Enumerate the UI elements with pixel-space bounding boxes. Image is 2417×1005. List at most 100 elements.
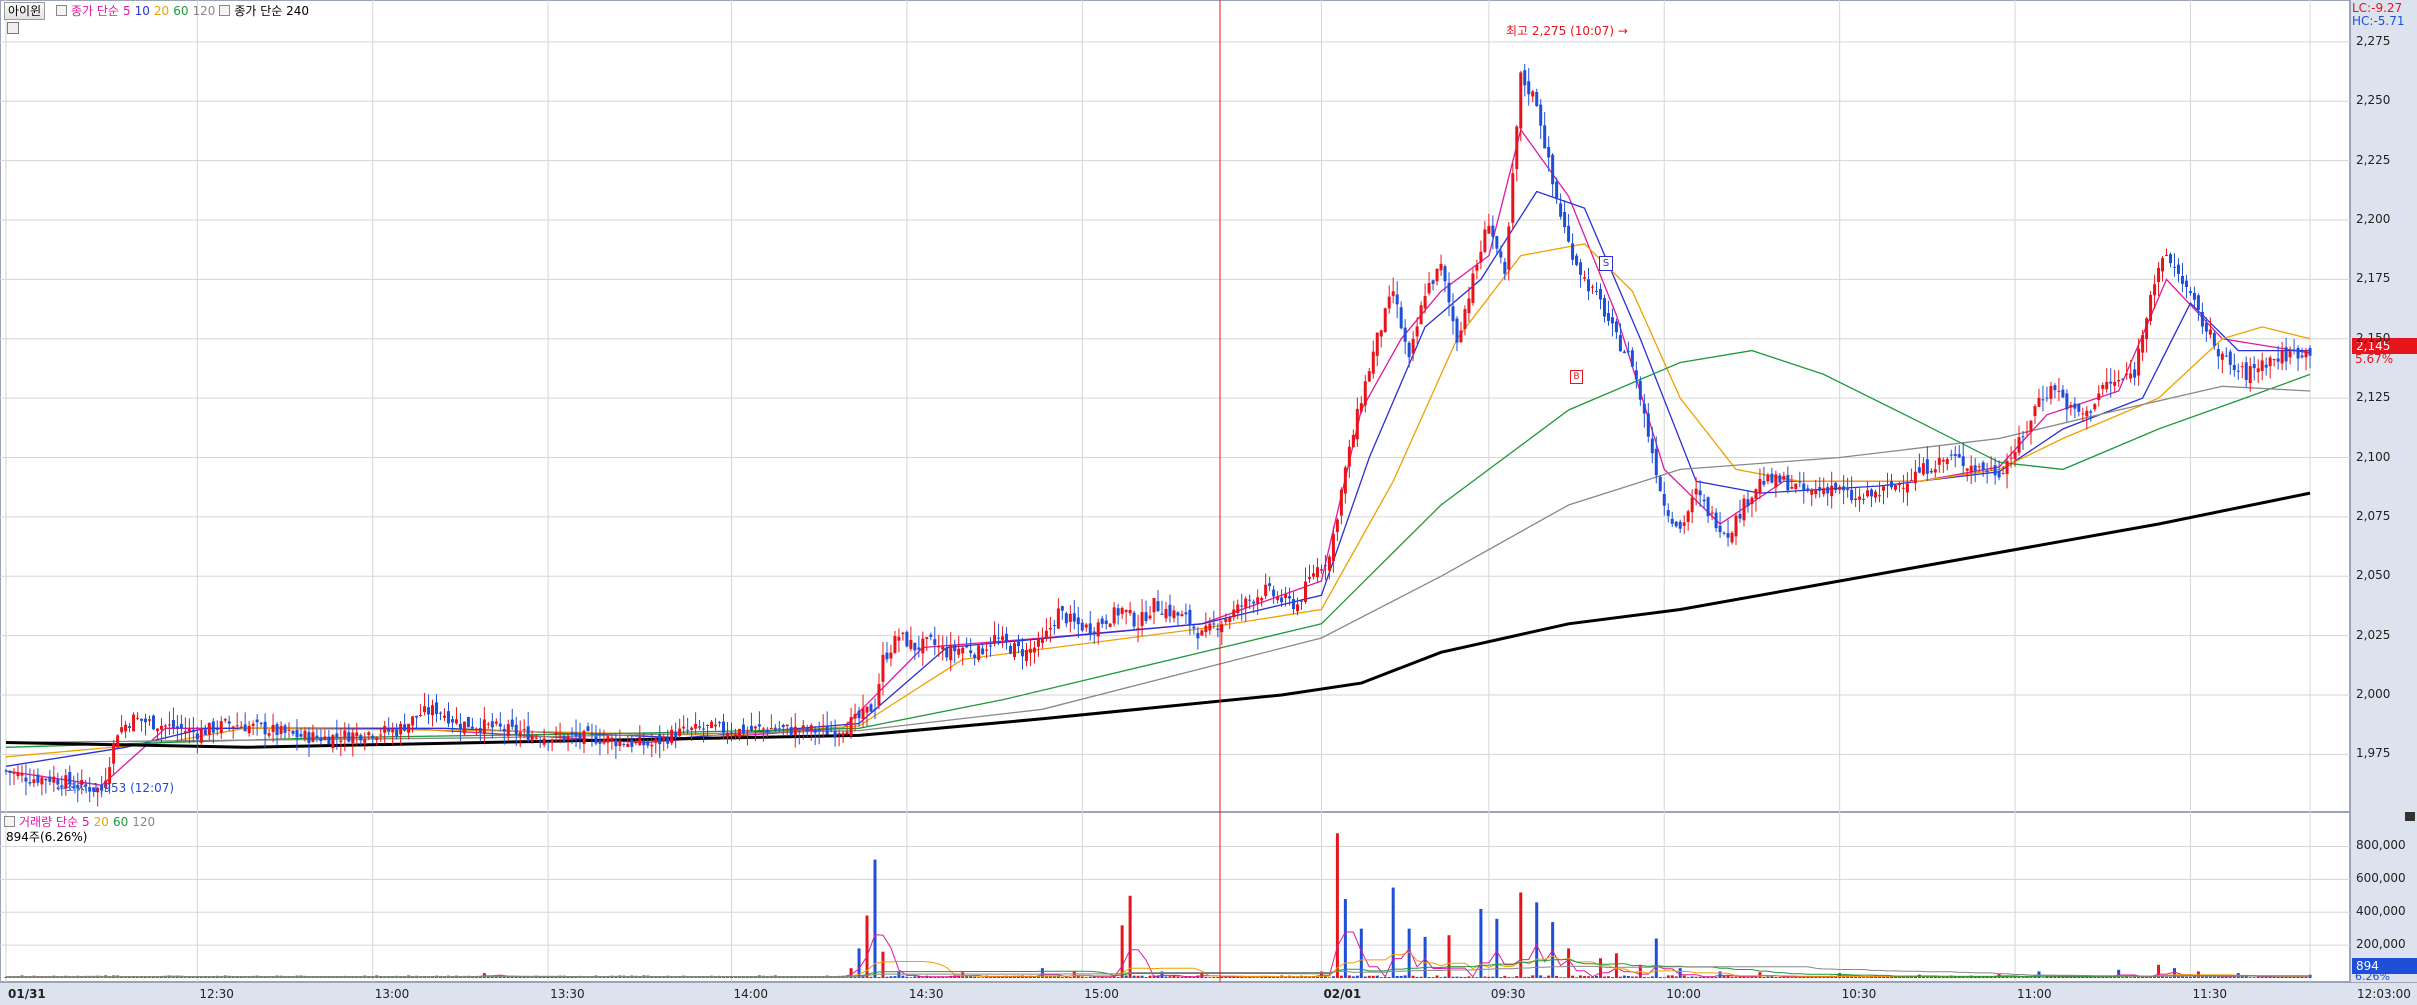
candle-body — [1016, 641, 1020, 647]
candle-body — [1850, 489, 1854, 501]
volume-bar — [136, 977, 140, 978]
candle-body — [1471, 273, 1475, 303]
volume-bar — [749, 976, 753, 978]
ma240-checkbox-icon[interactable] — [219, 5, 231, 16]
volume-bar — [44, 977, 48, 978]
volume-current-readout: 894주(6.26%) — [6, 830, 88, 844]
candle-body — [801, 725, 805, 729]
candle-body — [1196, 632, 1200, 639]
candle-body — [522, 729, 526, 731]
volume-bar — [821, 977, 825, 978]
volume-axis-panel[interactable] — [2350, 812, 2417, 982]
candle-body — [1598, 288, 1602, 300]
time-tick-label: 13:00 — [374, 987, 410, 1001]
sell-signal-marker[interactable]: S — [1599, 256, 1613, 271]
candle-body — [2212, 332, 2216, 346]
candle-body — [450, 719, 454, 723]
candle-body — [821, 725, 825, 728]
candle-body — [741, 724, 745, 734]
price-tick-label: 2,250 — [2356, 93, 2391, 108]
volume-bar — [1945, 976, 1949, 978]
volume-checkbox-icon[interactable] — [4, 816, 15, 827]
candle-body — [1280, 597, 1284, 603]
candle-body — [534, 737, 538, 739]
candle-body — [80, 779, 84, 786]
price-tick-label: 2,100 — [2356, 449, 2391, 464]
pane-close-icon[interactable] — [2405, 812, 2415, 821]
candle-body — [1511, 173, 1515, 223]
candle-body — [781, 725, 785, 728]
volume-bar — [1272, 977, 1276, 978]
candle-body — [1387, 296, 1391, 309]
candle-body — [275, 724, 279, 735]
volume-bar — [1009, 976, 1013, 978]
volume-bar — [833, 976, 837, 978]
candle-body — [993, 635, 997, 643]
candle-body — [136, 717, 140, 719]
volume-bar — [2244, 976, 2248, 978]
candle-body — [901, 632, 905, 634]
candle-body — [1945, 459, 1949, 465]
volume-bar — [1276, 976, 1280, 978]
price-pane[interactable] — [0, 0, 2350, 812]
candle-body — [1248, 599, 1252, 601]
candle-body — [2236, 370, 2240, 372]
candle-body — [1905, 483, 1909, 493]
candle-body — [1658, 476, 1662, 491]
volume-bar — [195, 976, 199, 978]
chart-plot[interactable] — [0, 0, 2350, 982]
candle-body — [877, 684, 881, 706]
candle-body — [1642, 403, 1646, 414]
candle-body — [2228, 351, 2232, 365]
volume-bar — [1690, 976, 1694, 978]
volume-bar — [1032, 976, 1036, 978]
candle-body — [1020, 649, 1024, 657]
candle-body — [1941, 459, 1945, 462]
volume-bar — [1483, 976, 1487, 978]
table-toggle-icon[interactable] — [7, 22, 19, 34]
candle-body — [502, 728, 506, 732]
volume-pane[interactable] — [0, 812, 2350, 982]
candle-body — [28, 782, 32, 784]
candle-body — [1630, 350, 1634, 367]
price-tick-label: 2,125 — [2356, 390, 2391, 405]
candle-body — [1993, 465, 1997, 476]
volume-bar — [1156, 975, 1160, 978]
stock-select-button[interactable]: 아이윈 — [4, 2, 46, 20]
candle-body — [474, 728, 478, 730]
candle-body — [1714, 512, 1718, 529]
candle-body — [2133, 369, 2137, 378]
candle-body — [399, 723, 403, 735]
candle-body — [140, 718, 144, 721]
volume-bar — [427, 977, 431, 978]
volume-bar — [1060, 977, 1064, 978]
candle-body — [1842, 486, 1846, 491]
volume-tick-label: 600,000 — [2356, 871, 2406, 886]
candle-body — [546, 741, 550, 743]
volume-bar — [1471, 977, 1475, 978]
candle-body — [785, 724, 789, 727]
candle-body — [1096, 622, 1100, 637]
ma-checkbox-icon[interactable] — [56, 5, 67, 16]
candle-body — [526, 726, 530, 742]
price-axis-panel[interactable] — [2350, 0, 2417, 812]
candle-body — [1650, 438, 1654, 454]
buy-signal-marker[interactable]: B — [1570, 370, 1583, 384]
low-price-annotation: ←최저 1,953 (12:07) — [56, 781, 175, 795]
candle-body — [1483, 229, 1487, 252]
time-tick-label: 10:30 — [1841, 987, 1877, 1001]
volume-bar — [1738, 975, 1742, 978]
candle-body — [1240, 605, 1244, 607]
volume-bar — [921, 977, 925, 978]
candle-body — [1100, 618, 1104, 624]
candle-body — [1311, 573, 1315, 577]
candle-body — [1367, 371, 1371, 382]
volume-bar — [1878, 976, 1882, 978]
candle-body — [1236, 604, 1240, 614]
candle-body — [753, 726, 757, 729]
candle-body — [1359, 403, 1363, 412]
candle-body — [2296, 347, 2300, 359]
volume-bar — [1443, 976, 1447, 978]
volume-bar — [187, 976, 191, 978]
